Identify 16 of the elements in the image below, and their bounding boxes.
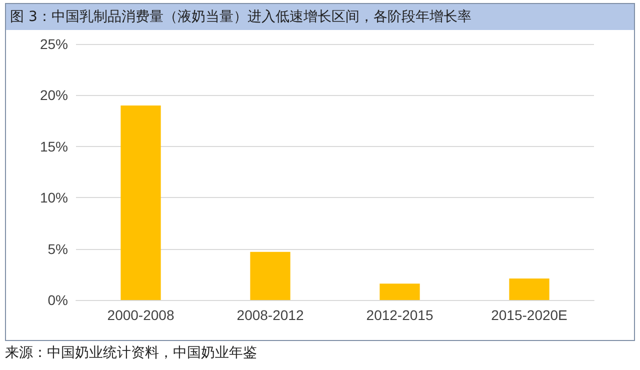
- bar: [380, 284, 420, 300]
- chart-title: 图 3：中国乳制品消费量（液奶当量）进入低速增长区间，各阶段年增长率: [6, 4, 634, 30]
- x-tick-label: 2012-2015: [366, 307, 434, 323]
- y-tick-label: 10%: [40, 190, 68, 206]
- y-tick-label: 5%: [48, 240, 68, 257]
- y-tick-label: 25%: [40, 36, 68, 52]
- y-tick-label: 20%: [40, 87, 68, 104]
- x-tick-label: 2000-2008: [107, 307, 174, 323]
- bar: [250, 252, 290, 300]
- x-tick-label: 2008-2012: [236, 307, 304, 323]
- bar: [120, 105, 161, 300]
- bar: [509, 278, 550, 300]
- y-tick-label: 15%: [40, 138, 68, 154]
- x-tick-label: 2015-2020E: [491, 307, 568, 323]
- source-note: 来源：中国奶业统计资料，中国奶业年鉴: [5, 344, 257, 362]
- y-tick-label: 0%: [48, 292, 68, 308]
